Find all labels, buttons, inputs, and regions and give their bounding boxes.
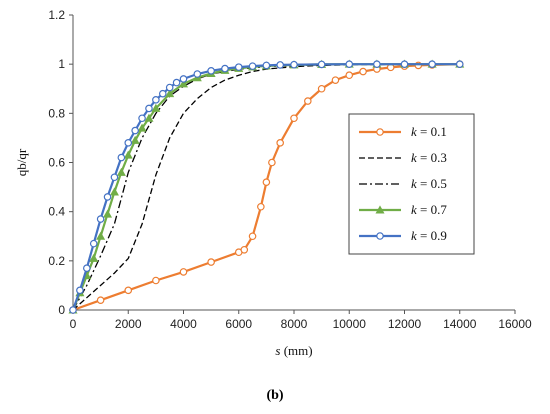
data-point	[110, 173, 119, 182]
data-point	[179, 75, 188, 83]
data-point	[144, 113, 154, 122]
data-point	[138, 114, 146, 123]
data-point	[373, 60, 381, 68]
data-point	[345, 60, 354, 68]
data-point	[83, 264, 91, 273]
legend: k = 0.1 k = 0.3 k = 0.5 k = 0.7 k = 0.9	[348, 113, 475, 255]
data-point	[117, 153, 126, 162]
data-point	[152, 276, 160, 285]
legend-entry-4: k = 0.9	[359, 228, 447, 243]
data-point	[179, 268, 188, 276]
x-tick-label: 6000	[225, 317, 252, 331]
data-point	[193, 70, 202, 78]
data-point	[96, 231, 106, 240]
data-point	[158, 89, 167, 98]
data-point	[207, 67, 215, 75]
legend-box	[348, 113, 475, 255]
y-tick-label: 1.2	[48, 8, 65, 22]
legend-label: k = 0.3	[411, 150, 447, 165]
data-point	[317, 84, 326, 93]
legend-marker	[376, 232, 384, 240]
x-tick-label: 14000	[443, 317, 477, 331]
legend-entry-0: k = 0.1	[359, 124, 447, 139]
legend-entry-1: k = 0.3	[359, 150, 447, 165]
x-tick-label: 8000	[281, 317, 308, 331]
data-point	[290, 60, 298, 69]
data-point	[123, 150, 133, 159]
legend-marker	[375, 205, 385, 214]
axes: 0 2000 4000 6000 8000 10000 12000 14000 16000 0 0.…	[14, 8, 532, 358]
data-point	[268, 158, 276, 167]
data-point	[400, 60, 409, 68]
data-point	[124, 286, 133, 295]
legend-label: k = 0.7	[411, 202, 447, 217]
x-tick-label: 0	[70, 317, 77, 331]
plot-area	[68, 59, 465, 314]
data-point	[131, 126, 139, 135]
data-point	[96, 215, 105, 223]
data-point	[455, 60, 464, 68]
data-point	[290, 114, 298, 123]
data-point	[345, 71, 354, 80]
legend-marker	[376, 128, 384, 136]
data-point	[248, 232, 257, 241]
data-point	[103, 209, 113, 218]
series-4	[69, 60, 464, 314]
x-axis-title: s (mm)	[275, 343, 312, 358]
x-tick-label: 10000	[333, 317, 367, 331]
data-point	[69, 306, 77, 314]
data-point	[137, 123, 147, 132]
data-point	[304, 97, 312, 105]
data-point	[96, 296, 105, 304]
data-point	[359, 67, 367, 76]
data-point	[172, 78, 181, 87]
data-point	[116, 167, 126, 176]
data-point	[103, 193, 112, 201]
data-point	[109, 187, 119, 196]
data-point	[331, 76, 340, 84]
data-point	[317, 60, 326, 69]
y-tick-label: 1	[58, 57, 65, 71]
legend-entry-2: k = 0.5	[359, 176, 447, 191]
x-tick-label: 4000	[170, 317, 197, 331]
x-tick-label: 2000	[115, 317, 142, 331]
data-point	[165, 89, 175, 98]
data-point	[89, 239, 98, 248]
y-tick-label: 0.6	[48, 156, 65, 170]
data-point	[276, 61, 284, 69]
legend-label: k = 0.9	[411, 228, 447, 243]
y-tick-label: 0.2	[48, 254, 65, 268]
legend-label: k = 0.5	[411, 176, 447, 191]
data-point	[262, 61, 271, 70]
x-tick-label: 16000	[498, 317, 532, 331]
data-point	[240, 245, 249, 254]
legend-label: k = 0.1	[411, 124, 447, 139]
data-point	[221, 64, 229, 73]
figure-caption: (b)	[266, 388, 284, 403]
data-point	[145, 104, 153, 113]
data-point	[165, 83, 174, 92]
data-point	[428, 60, 436, 68]
data-point	[76, 286, 84, 295]
x-tick-label: 12000	[388, 317, 422, 331]
data-point	[130, 135, 140, 144]
data-point	[151, 103, 161, 112]
y-tick-label: 0	[58, 303, 65, 317]
y-tick-label: 0.8	[48, 106, 65, 120]
data-point	[248, 62, 257, 70]
data-point	[257, 202, 265, 211]
legend-entry-3: k = 0.7	[359, 202, 447, 217]
data-point	[262, 178, 271, 186]
data-point	[89, 253, 99, 262]
data-point	[152, 96, 160, 104]
y-tick-label: 0.4	[48, 205, 65, 219]
y-axis-title: qb/qr	[14, 148, 29, 176]
data-point	[276, 139, 284, 147]
data-point	[207, 258, 215, 266]
data-point	[124, 139, 133, 147]
data-point	[234, 63, 243, 71]
data-point	[178, 79, 189, 88]
